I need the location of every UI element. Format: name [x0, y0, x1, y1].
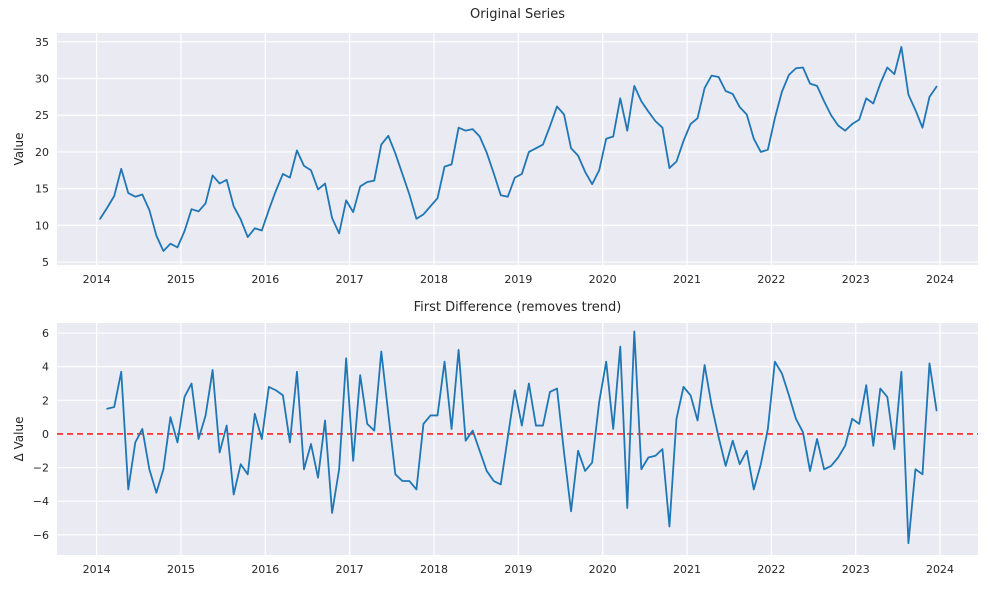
x-tick-label: 2019: [504, 563, 532, 576]
y-tick-label: 20: [35, 146, 49, 159]
x-tick-label: 2017: [336, 563, 364, 576]
x-tick-label: 2018: [420, 563, 448, 576]
x-tick-label: 2020: [589, 273, 617, 286]
y-tick-label: −2: [33, 462, 49, 475]
x-tick-label: 2022: [757, 563, 785, 576]
first-difference-chart: 2014 2015 2016 2017 2018 2019 2020 2021 2022 2023…: [33, 323, 978, 576]
y-tick-label: −6: [33, 529, 49, 542]
y-tick-label: 2: [42, 394, 49, 407]
y-tick-label: 0: [42, 428, 49, 441]
x-tick-label: 2014: [83, 563, 111, 576]
x-tick-label: 2021: [673, 563, 701, 576]
x-tick-label: 2016: [251, 563, 279, 576]
y-tick-label: 30: [35, 73, 49, 86]
y-tick-label: 10: [35, 219, 49, 232]
original-series-line: [99, 46, 938, 252]
x-tick-label: 2015: [167, 563, 195, 576]
x-tick-label: 2020: [589, 563, 617, 576]
x-tick-label: 2014: [83, 273, 111, 286]
original-series-chart: 2014 2015 2016 2017 2018 2019 2020 2021 2022 2023…: [35, 33, 978, 286]
y-tick-label: −4: [33, 495, 49, 508]
x-tick-label: 2018: [420, 273, 448, 286]
first-difference-title: First Difference (removes trend): [413, 300, 622, 315]
y-tick-label: 35: [35, 36, 49, 49]
y-tick-label: 5: [42, 256, 49, 269]
y-tick-label: 4: [42, 361, 49, 374]
y-tick-label: 6: [42, 327, 49, 340]
y-tick-label: 15: [35, 183, 49, 196]
x-tick-label: 2023: [842, 563, 870, 576]
x-tick-label: 2023: [842, 273, 870, 286]
plot-area: [57, 33, 978, 265]
x-tick-label: 2021: [673, 273, 701, 286]
x-tick-label: 2019: [504, 273, 532, 286]
original-series-title: Original Series: [470, 7, 565, 22]
plot-area: [57, 323, 978, 555]
x-tick-label: 2022: [757, 273, 785, 286]
x-tick-label: 2016: [251, 273, 279, 286]
x-tick-label: 2024: [926, 563, 954, 576]
x-tick-label: 2015: [167, 273, 195, 286]
y-tick-label: 25: [35, 109, 49, 122]
first-difference-line: [106, 330, 938, 545]
x-tick-label: 2024: [926, 273, 954, 286]
x-tick-label: 2017: [336, 273, 364, 286]
